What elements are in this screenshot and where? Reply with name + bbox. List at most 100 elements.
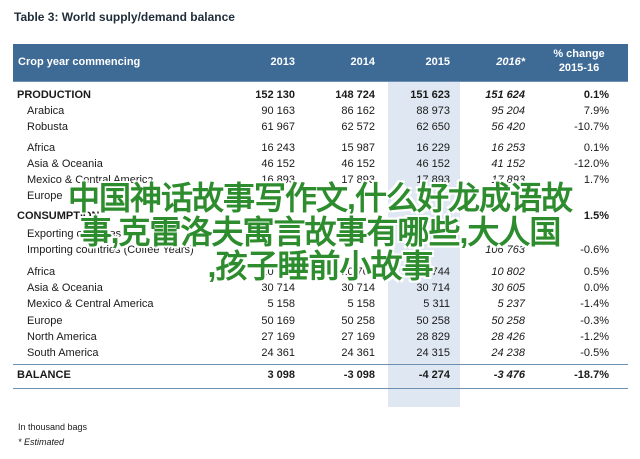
row-value: 30 605 [491, 282, 525, 294]
row-label: PRODUCTION [17, 89, 91, 101]
row-change: -0.5% [580, 347, 609, 359]
row-value: -3 476 [493, 369, 525, 381]
row-value: 10 802 [491, 266, 525, 278]
row-value: 24 238 [491, 347, 525, 359]
row-value: 50 258 [491, 315, 525, 327]
overlay-text-line-1: 中国神话故事写作文,什么好龙成语故 [68, 180, 573, 216]
row-value: 5 158 [267, 298, 295, 310]
row-change: -12.0% [574, 158, 609, 170]
table-row: Importing countries (Coffee Years) 106 76… [13, 243, 628, 259]
table-row: Mexico & Central America 16 893 17 893 17 8… [13, 173, 628, 189]
row-change: -1.4% [580, 298, 609, 310]
row-value: 106 763 [485, 244, 525, 256]
row-value: 46 152 [416, 158, 450, 170]
row-value: 86 162 [341, 105, 375, 117]
table-title: Table 3: World supply/demand balance [14, 10, 235, 24]
header-year-2016: 2016* [496, 56, 525, 68]
header-change-period: 2015-16 [558, 62, 600, 74]
header-change: % change 2015-16 [544, 47, 614, 75]
row-value: 148 724 [335, 89, 375, 101]
row-value: 16 253 [491, 142, 525, 154]
table-divider [13, 81, 628, 82]
row-label: Asia & Oceania [27, 158, 103, 170]
table-header: Crop year commencing 2013 2014 2015 2016… [13, 44, 628, 81]
row-value: 10 744 [416, 266, 450, 278]
overlay-text-line-2: 事,克雷洛夫寓言故事有哪些,大人国 [79, 214, 562, 250]
row-value: 24 315 [416, 347, 450, 359]
row-value: 30 714 [341, 282, 375, 294]
header-label: Crop year commencing [18, 56, 141, 68]
row-value: 10 705 [341, 266, 375, 278]
table-row: Asia & Oceania 46 152 46 152 46 152 41 152 -1… [13, 157, 628, 173]
row-value: 27 169 [261, 331, 295, 343]
row-value: 50 258 [416, 315, 450, 327]
row-label: Robusta [27, 121, 68, 133]
column-shade-2015 [388, 81, 460, 407]
row-value: 151 623 [410, 89, 450, 101]
row-label: Asia & Oceania [27, 282, 103, 294]
footnote-units: In thousand bags [18, 422, 88, 432]
row-value: 16 229 [416, 142, 450, 154]
row-value: 24 361 [341, 347, 375, 359]
table-row: CONSUMPTION 1.5% [13, 209, 628, 225]
row-value: 56 420 [491, 121, 525, 133]
table-row: Robusta 61 967 62 572 62 650 56 420 -10.7% [13, 120, 628, 136]
row-label: Africa [27, 142, 56, 154]
table-row: Exporting countries [13, 227, 628, 243]
row-value: 17 893 [341, 174, 375, 186]
row-value: 30 714 [416, 282, 450, 294]
table-row: Arabica 90 163 86 162 88 973 95 204 7.9% [13, 104, 628, 120]
row-label: Africa [27, 266, 56, 278]
table-row: PRODUCTION 152 130 148 724 151 623 151 624 0.… [13, 88, 628, 104]
row-change: -0.3% [580, 315, 609, 327]
row-change: 1.7% [583, 174, 609, 186]
row-value: 88 973 [416, 105, 450, 117]
row-value: 50 258 [341, 315, 375, 327]
row-value: 3 098 [267, 369, 295, 381]
row-value: 46 152 [261, 158, 295, 170]
row-value: 10 705 [261, 266, 295, 278]
table-row: North America 27 169 27 169 28 829 28 426 -1.… [13, 330, 628, 346]
row-label: Europe [27, 190, 63, 202]
row-label: CONSUMPTION [17, 210, 100, 222]
row-value: 151 624 [485, 89, 525, 101]
row-value: 17 893 [491, 174, 525, 186]
row-change: 1.5% [583, 210, 609, 222]
row-label: Mexico & Central America [27, 174, 154, 186]
header-year-2014: 2014 [350, 56, 375, 68]
row-value: 50 169 [261, 315, 295, 327]
row-value: 24 361 [261, 347, 295, 359]
header-year-2015: 2015 [425, 56, 450, 68]
row-value: 62 572 [341, 121, 375, 133]
row-change: -0.6% [580, 244, 609, 256]
row-value: 90 163 [261, 105, 295, 117]
row-label: Exporting countries [27, 228, 122, 240]
supply-demand-table: Crop year commencing 2013 2014 2015 2016… [13, 44, 628, 407]
table-row: BALANCE 3 098 -3 098 -4 274 -3 476 -18.7% [13, 368, 628, 384]
row-change: 0.1% [583, 89, 609, 101]
row-change: 0.1% [583, 142, 609, 154]
header-change-label: % change [553, 48, 605, 60]
table-body: PRODUCTION 152 130 148 724 151 623 151 624 0.… [13, 81, 628, 407]
row-value: 152 130 [255, 89, 295, 101]
row-label: Mexico & Central America [27, 298, 154, 310]
overlay-text-line-3: ,孩子睡前小故事 [207, 248, 434, 284]
row-value: 41 152 [491, 158, 525, 170]
table-row: Africa 10 705 10 705 10 744 10 802 0.5% [13, 265, 628, 281]
row-value: 16 893 [261, 174, 295, 186]
table-row: Mexico & Central America 5 158 5 158 5 311 5… [13, 297, 628, 313]
table-divider [13, 388, 628, 389]
row-value: 30 714 [261, 282, 295, 294]
row-value: 5 158 [347, 298, 375, 310]
row-value: 5 237 [497, 298, 525, 310]
row-change: 0.0% [583, 282, 609, 294]
row-label: Importing countries (Coffee Years) [27, 244, 194, 256]
row-change: -1.2% [580, 331, 609, 343]
row-label: Europe [27, 315, 63, 327]
footnote-estimated: * Estimated [18, 437, 65, 447]
table-row: South America 24 361 24 361 24 315 24 238 -0.… [13, 346, 628, 362]
row-value: 16 243 [261, 142, 295, 154]
row-label: BALANCE [17, 369, 71, 381]
table-row: Africa 16 243 15 987 16 229 16 253 0.1% [13, 141, 628, 157]
row-value: -3 098 [343, 369, 375, 381]
